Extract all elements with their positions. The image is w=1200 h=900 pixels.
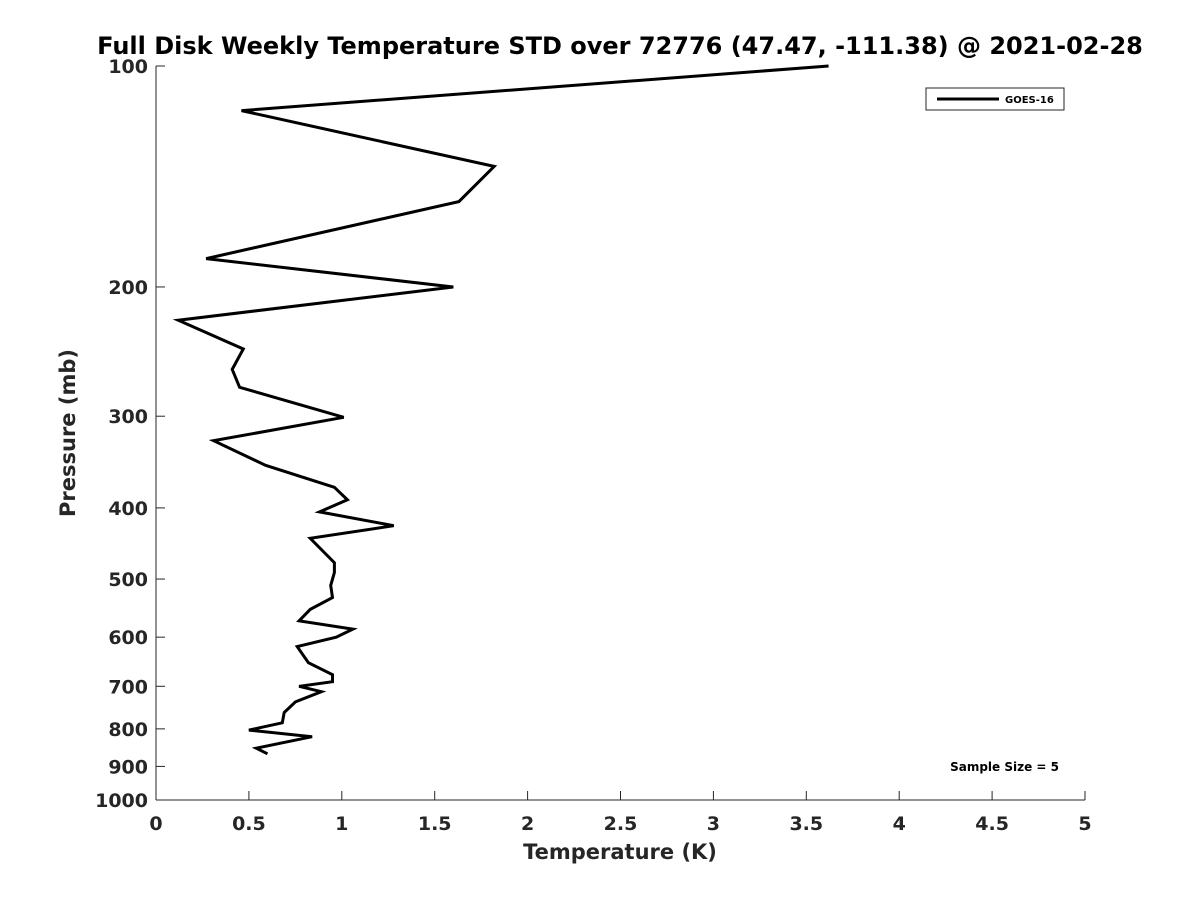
x-tick-label: 3.5 [789, 813, 823, 835]
x-axis-label: Temperature (K) [523, 840, 717, 864]
x-tick-label: 0.5 [232, 813, 266, 835]
plot-area [156, 66, 1085, 800]
series-layer [172, 64, 829, 756]
y-tick-label: 900 [108, 756, 148, 778]
sample-size-annotation: Sample Size = 5 [950, 760, 1059, 774]
y-tick-label: 700 [108, 676, 148, 698]
x-tick-label: 5 [1078, 813, 1091, 835]
y-tick-label: 1000 [95, 790, 148, 812]
x-tick-label: 4 [893, 813, 906, 835]
x-axis-ticks: 0 0.5 1 1.5 2 2.5 3 3.5 4 4.5 5 [149, 791, 1092, 835]
y-tick-label: 500 [108, 569, 148, 591]
x-tick-label: 2 [521, 813, 534, 835]
y-tick-label: 400 [108, 498, 148, 520]
y-tick-label: 600 [108, 627, 148, 649]
chart-title: Full Disk Weekly Temperature STD over 72… [97, 32, 1143, 60]
x-tick-label: 1 [335, 813, 348, 835]
x-tick-label: 0 [149, 813, 162, 835]
x-tick-label: 1.5 [418, 813, 452, 835]
y-tick-label: 200 [108, 277, 148, 299]
legend-label-goes-16: GOES-16 [1005, 95, 1054, 106]
x-tick-label: 4.5 [975, 813, 1009, 835]
y-tick-label: 300 [108, 406, 148, 428]
y-tick-label: 100 [108, 56, 148, 78]
y-tick-label: 800 [108, 719, 148, 741]
x-tick-label: 2.5 [604, 813, 638, 835]
y-axis-label: Pressure (mb) [56, 349, 80, 517]
x-tick-label: 3 [707, 813, 720, 835]
y-axis-ticks: 100 200 300 400 500 600 700 800 900 1000 [95, 56, 165, 812]
legend: GOES-16 [925, 87, 1065, 111]
series-line-goes-16 [172, 64, 829, 756]
